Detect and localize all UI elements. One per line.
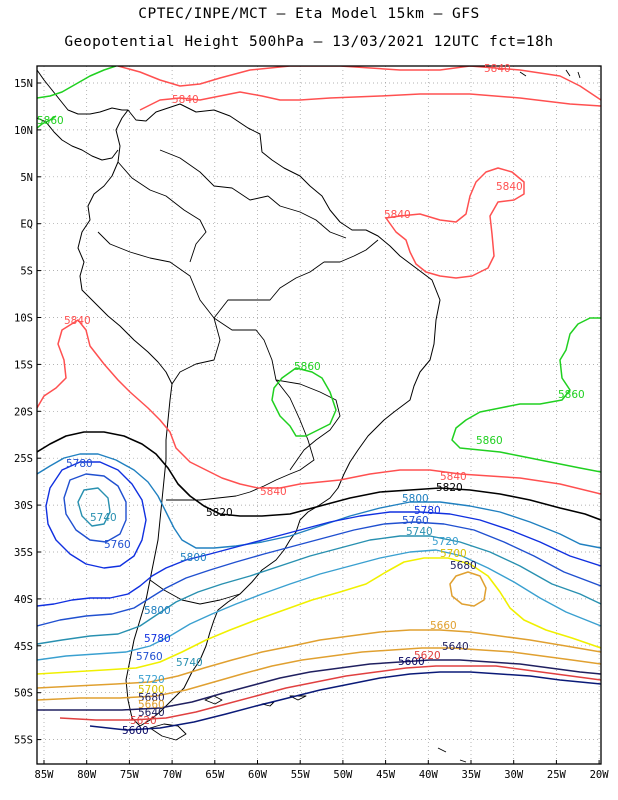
contour-label: 5840 xyxy=(172,94,199,106)
contour-label: 5720 xyxy=(432,536,459,548)
lon-tick-label: 25W xyxy=(547,769,567,781)
contour-label: 5620 xyxy=(130,715,157,727)
lat-tick-label: 20S xyxy=(14,406,33,418)
lon-tick-label: 20W xyxy=(590,769,610,781)
contour-label: 5840 xyxy=(440,471,467,483)
lon-tick-label: 75W xyxy=(120,769,140,781)
contour-label: 5760 xyxy=(136,651,163,663)
contour-5700 xyxy=(37,557,601,675)
contour-label: 5740 xyxy=(90,512,117,524)
central-america xyxy=(37,69,128,115)
contour-label: 5780 xyxy=(144,633,171,645)
contour-label: 5740 xyxy=(176,657,203,669)
contour-label: 5800 xyxy=(402,493,429,505)
lat-tick-label: 5S xyxy=(20,266,33,278)
lon-tick-label: 35W xyxy=(462,769,482,781)
contour-label: 5660 xyxy=(430,620,457,632)
contour-label: 5740 xyxy=(406,526,433,538)
contour-5640 xyxy=(37,659,601,711)
contour-label: 5680 xyxy=(138,692,165,704)
lat-tick-label: 30S xyxy=(14,500,33,512)
lat-tick-label: 35S xyxy=(14,547,33,559)
lat-tick-label: 5N xyxy=(20,172,33,184)
lon-tick-label: 80W xyxy=(77,769,97,781)
contour-5720 xyxy=(37,549,601,661)
borders xyxy=(97,149,379,605)
contour-label: 5820 xyxy=(436,482,463,494)
contour-label: 5640 xyxy=(442,641,469,653)
contour-5860 xyxy=(37,66,601,473)
contour-label: 5760 xyxy=(104,539,131,551)
contour-label: 5840 xyxy=(384,209,411,221)
contour-label: 5820 xyxy=(206,507,233,519)
contour-label: 5840 xyxy=(496,181,523,193)
map-frame xyxy=(36,65,602,765)
contour-label: 5660 xyxy=(138,699,165,711)
islands xyxy=(149,69,581,763)
contour-5820 xyxy=(37,431,601,521)
lat-tick-label: 50S xyxy=(14,688,33,700)
contour-5800 xyxy=(37,453,601,549)
contour-label: 5700 xyxy=(138,684,165,696)
coastline xyxy=(37,69,581,763)
contour-label: 5840 xyxy=(64,315,91,327)
lat-tick-label: 10N xyxy=(14,125,33,137)
contour-label: 5640 xyxy=(138,707,165,719)
lat-tick-label: 45S xyxy=(14,641,33,653)
graticule xyxy=(37,66,601,764)
lat-tick-label: 15N xyxy=(14,78,33,90)
lon-tick-label: 40W xyxy=(419,769,439,781)
lon-tick-label: 70W xyxy=(163,769,183,781)
contour-5620 xyxy=(59,665,601,721)
contour-label: 5840 xyxy=(260,486,287,498)
contour-label: 5600 xyxy=(398,656,425,668)
contour-5600 xyxy=(89,671,601,731)
south-america-outline xyxy=(77,103,441,727)
lon-tick-label: 85W xyxy=(35,769,55,781)
contour-label: 5600 xyxy=(122,725,149,737)
contour-label: 5680 xyxy=(450,560,477,572)
contour-5840 xyxy=(37,66,601,495)
lat-tick-label: EQ xyxy=(20,219,33,231)
lon-tick-label: 60W xyxy=(248,769,268,781)
lat-tick-label: 55S xyxy=(14,735,33,747)
lat-tick-label: 10S xyxy=(14,313,33,325)
contour-label: 5700 xyxy=(440,548,467,560)
contour-label: 5620 xyxy=(414,650,441,662)
contour-5660 xyxy=(37,647,601,701)
contour-5680 xyxy=(37,571,601,689)
contour-label: 5860 xyxy=(294,361,321,373)
lon-tick-label: 50W xyxy=(333,769,353,781)
contour-label: 5860 xyxy=(558,389,585,401)
lat-tick-label: 25S xyxy=(14,453,33,465)
contour-label: 5800 xyxy=(180,552,207,564)
lon-tick-label: 65W xyxy=(205,769,225,781)
chart-subtitle: Geopotential Height 500hPa — 13/03/2021 … xyxy=(64,34,554,50)
contour-label: 5780 xyxy=(414,505,441,517)
contour-label: 5780 xyxy=(66,458,93,470)
lat-tick-label: 40S xyxy=(14,594,33,606)
contour-label: 5720 xyxy=(138,674,165,686)
lon-tick-label: 55W xyxy=(291,769,311,781)
contour-label: 5860 xyxy=(37,115,64,127)
lat-tick-label: 15S xyxy=(14,359,33,371)
chart-title: CPTEC/INPE/MCT — Eta Model 15km — GFS xyxy=(138,6,480,22)
contour-5760 xyxy=(37,473,601,627)
contour-label: 5760 xyxy=(402,515,429,527)
contour-labels: 5840 5840 5840 5840 5840 5840 5840 5860 … xyxy=(37,63,585,737)
contour-label: 5860 xyxy=(476,435,503,447)
axis-ticks: 15N 10N 5N EQ 5S 10S 15S 20S 25S 30S 35S 40S 45S 50S 5… xyxy=(14,78,609,781)
contour-5740 xyxy=(37,487,601,645)
contour-label: 5840 xyxy=(484,63,511,75)
central-america-2 xyxy=(37,117,119,161)
lon-tick-label: 45W xyxy=(376,769,396,781)
contour-5780 xyxy=(37,461,601,607)
contour-label: 5800 xyxy=(144,605,171,617)
lon-tick-label: 30W xyxy=(504,769,524,781)
map-background xyxy=(37,66,601,764)
